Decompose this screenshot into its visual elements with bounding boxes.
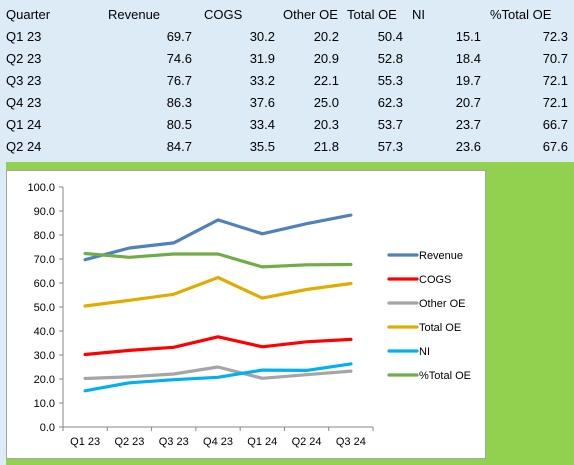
value-cell[interactable]: 30.2: [249, 29, 275, 44]
legend-label: Revenue: [419, 250, 463, 262]
value-cell[interactable]: 66.7: [542, 117, 568, 132]
quarter-cell[interactable]: Q1 24: [6, 117, 42, 132]
y-tick-label: 100.0: [27, 182, 55, 194]
chart-canvas: 0.0 10.0 20.0 30.0 40.0 50.0 60.0 70.0 80.0 90.0 1…: [27, 182, 471, 448]
series-line-total-oe: [83, 275, 353, 308]
spreadsheet-table: Quarter Revenue COGS Other OE Total OE NI %Tot…: [0, 0, 574, 176]
value-cell[interactable]: 18.4: [455, 51, 481, 66]
value-cell[interactable]: 15.1: [455, 29, 481, 44]
y-tick-label: 30.0: [34, 350, 55, 362]
value-cell[interactable]: 33.4: [249, 117, 275, 132]
value-cell[interactable]: 74.6: [166, 51, 192, 66]
axes: [59, 186, 374, 431]
header-cell[interactable]: NI: [412, 7, 425, 22]
value-cell[interactable]: 67.6: [542, 139, 568, 154]
value-cell[interactable]: 86.3: [166, 95, 192, 110]
series-lines: [83, 213, 353, 393]
header-cell[interactable]: Other OE: [283, 7, 338, 22]
value-cell[interactable]: 23.6: [455, 139, 481, 154]
value-cell[interactable]: 22.1: [313, 73, 339, 88]
value-cell[interactable]: 20.3: [313, 117, 339, 132]
value-cell[interactable]: 21.8: [313, 139, 339, 154]
legend-label: NI: [419, 346, 430, 358]
y-tick-label: 60.0: [34, 278, 55, 290]
y-tick-label: 10.0: [34, 398, 55, 410]
header-cell[interactable]: %Total OE: [490, 7, 552, 22]
value-cell[interactable]: 33.2: [249, 73, 275, 88]
x-tick-label: Q2 23: [114, 436, 144, 448]
value-cell[interactable]: 55.3: [377, 73, 403, 88]
value-cell[interactable]: 53.7: [377, 117, 403, 132]
y-tick-label: 90.0: [34, 206, 55, 218]
value-cell[interactable]: 72.1: [542, 73, 568, 88]
value-cell[interactable]: 52.8: [377, 51, 403, 66]
value-cell[interactable]: 76.7: [166, 73, 192, 88]
legend-label: %Total OE: [419, 370, 471, 382]
y-tick-label: 20.0: [34, 374, 55, 386]
quarter-cell[interactable]: Q1 23: [6, 29, 42, 44]
header-cell[interactable]: Total OE: [347, 7, 397, 22]
value-cell[interactable]: 72.3: [542, 29, 568, 44]
x-tick-label: Q1 23: [70, 436, 100, 448]
value-cell[interactable]: 35.5: [249, 139, 275, 154]
legend-label: Total OE: [419, 322, 461, 334]
y-tick-label: 0.0: [40, 422, 55, 434]
value-cell[interactable]: 20.2: [313, 29, 339, 44]
value-cell[interactable]: 20.9: [313, 51, 339, 66]
quarter-cell[interactable]: Q3 23: [6, 73, 42, 88]
quarter-cell[interactable]: Q2 24: [6, 139, 42, 154]
header-cell[interactable]: Revenue: [108, 7, 161, 22]
value-cell[interactable]: 23.7: [455, 117, 481, 132]
x-tick-label: Q2 24: [292, 436, 322, 448]
value-cell[interactable]: 19.7: [455, 73, 481, 88]
sheet-left-strip: [0, 162, 6, 465]
value-cell[interactable]: 31.9: [249, 51, 275, 66]
tick-labels: 0.0 10.0 20.0 30.0 40.0 50.0 60.0 70.0 80.0 90.0 1…: [27, 182, 365, 448]
series-line--total-oe: [83, 251, 353, 269]
value-cell[interactable]: 62.3: [377, 95, 403, 110]
value-cell[interactable]: 50.4: [377, 29, 403, 44]
value-cell[interactable]: 72.1: [542, 95, 568, 110]
value-cell[interactable]: 37.6: [249, 95, 275, 110]
x-tick-label: Q1 24: [247, 436, 277, 448]
quarter-cell[interactable]: Q4 23: [6, 95, 42, 110]
x-tick-label: Q4 23: [203, 436, 233, 448]
y-tick-label: 70.0: [34, 254, 55, 266]
legend-label: COGS: [419, 274, 451, 286]
value-cell[interactable]: 57.3: [377, 139, 403, 154]
line-chart[interactable]: 0.0 10.0 20.0 30.0 40.0 50.0 60.0 70.0 80.0 90.0 1…: [6, 170, 486, 459]
value-cell[interactable]: 70.7: [542, 51, 568, 66]
x-tick-label: Q3 24: [336, 436, 366, 448]
value-cell[interactable]: 80.5: [166, 117, 192, 132]
value-cell[interactable]: 20.7: [455, 95, 481, 110]
legend: Revenue COGS Other OE Total OE NI %Total OE: [387, 250, 471, 382]
x-tick-label: Q3 23: [159, 436, 189, 448]
header-cell[interactable]: Quarter: [6, 7, 51, 22]
header-cell[interactable]: COGS: [204, 7, 243, 22]
series-line-cogs: [83, 335, 353, 357]
value-cell[interactable]: 25.0: [313, 95, 339, 110]
legend-label: Other OE: [419, 298, 465, 310]
value-cell[interactable]: 84.7: [166, 139, 192, 154]
y-tick-label: 40.0: [34, 326, 55, 338]
y-tick-label: 80.0: [34, 230, 55, 242]
y-tick-label: 50.0: [34, 302, 55, 314]
quarter-cell[interactable]: Q2 23: [6, 51, 42, 66]
value-cell[interactable]: 69.7: [166, 29, 192, 44]
